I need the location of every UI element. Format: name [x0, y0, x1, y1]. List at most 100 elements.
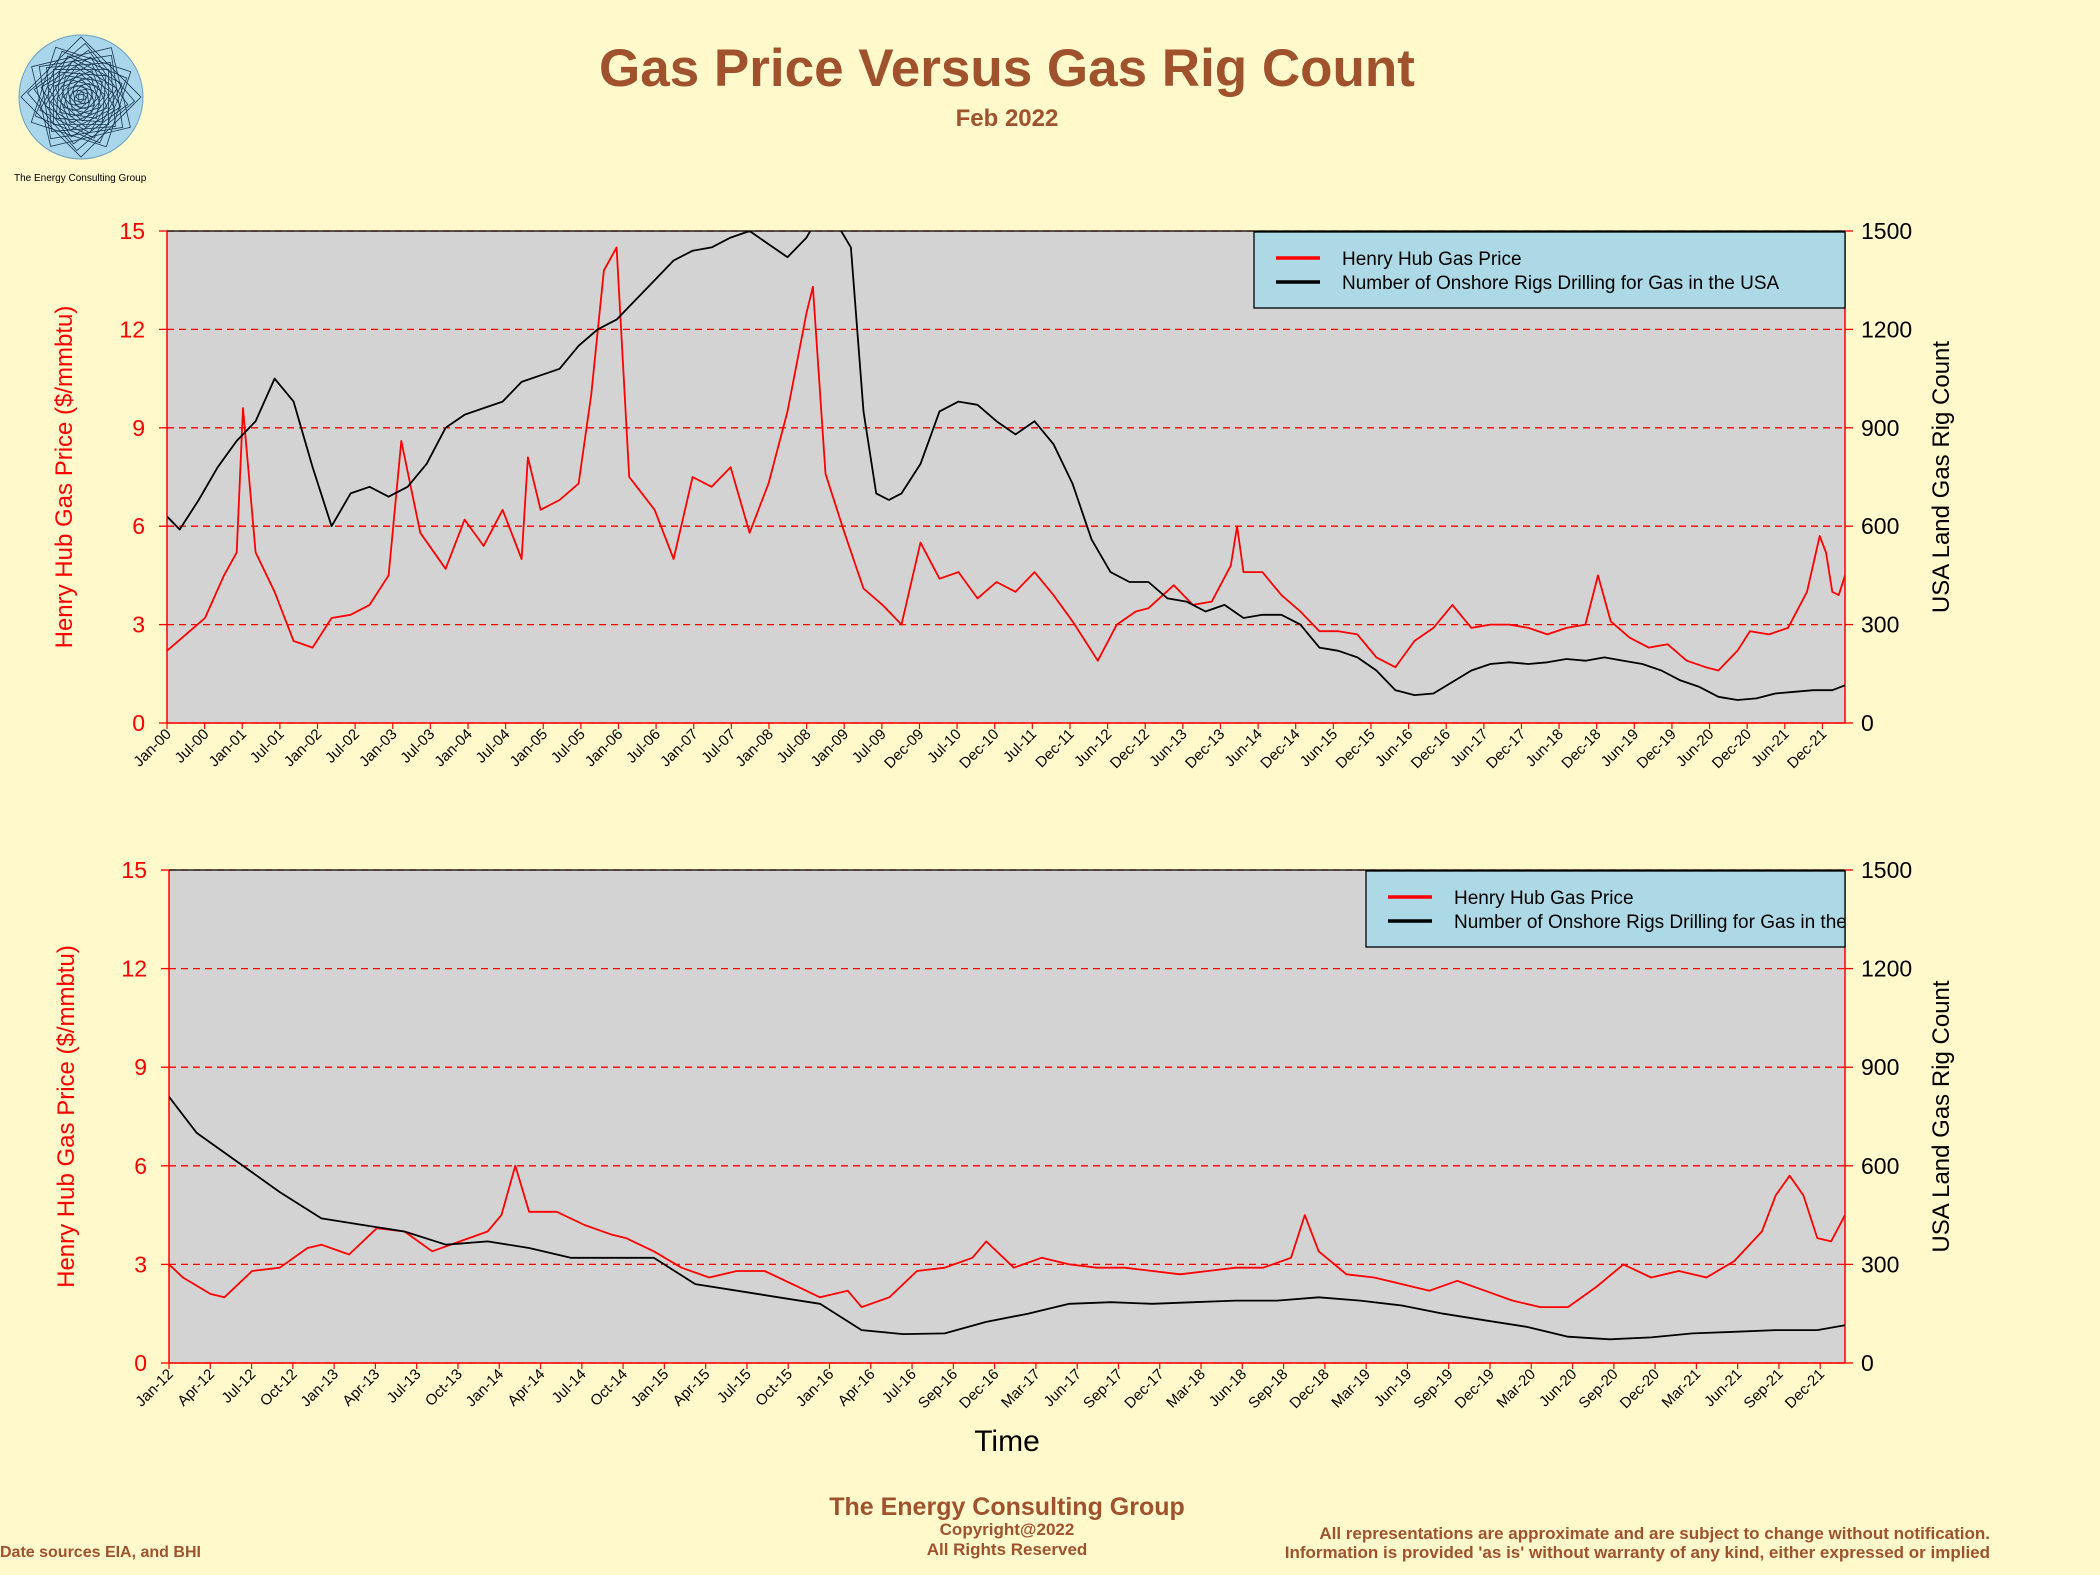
y-tick-label-left: 9 — [132, 415, 145, 441]
x-tick-label: Dec-21 — [1782, 1366, 1828, 1412]
footer-disclaimer-line-1: All representations are approximate and … — [1319, 1524, 1990, 1543]
legend: Henry Hub Gas Price Number of Onshore Rig… — [1253, 231, 1846, 309]
y-tick-label-right: 1500 — [1861, 220, 1912, 244]
chart-top: 0 3 6 9 12 15 0 300 600 900 1200 1500 Henry Hub Gas … — [51, 220, 1955, 772]
x-tick-label: Dec-09 — [881, 726, 927, 772]
footer-disclaimer-line-2: Information is provided 'as is' without … — [1284, 1543, 1990, 1562]
x-tick-label: Jul-06 — [623, 726, 664, 767]
x-tick-label: Jun-20 — [1673, 726, 1717, 770]
y-tick-label-right: 1500 — [1861, 860, 1912, 883]
legend: Henry Hub Gas Price Number of Onshore Rig… — [1365, 870, 1891, 948]
x-tick-label: Jun-12 — [1071, 726, 1115, 770]
x-tick-label: Jun-20 — [1536, 1366, 1580, 1410]
legend-label: Henry Hub Gas Price — [1342, 249, 1522, 270]
footer-rights-line: All Rights Reserved — [926, 1540, 1088, 1559]
x-tick-label: Sep-18 — [1245, 1366, 1291, 1412]
x-tick-label: Jul-14 — [549, 1366, 590, 1407]
x-tick-label: Jan-16 — [793, 1366, 837, 1410]
x-tick-label: Jan-06 — [582, 726, 626, 770]
x-tick-label: Apr-16 — [835, 1366, 879, 1410]
x-tick-label: Dec-11 — [1032, 726, 1077, 771]
x-tick-label: Dec-19 — [1452, 1366, 1498, 1412]
x-tick-label: Sep-20 — [1575, 1366, 1621, 1412]
x-tick-label: Dec-13 — [1182, 726, 1228, 772]
rig-count-line — [169, 1096, 1845, 1341]
x-tick-label: Sep-17 — [1080, 1366, 1126, 1412]
x-tick-label: Dec-20 — [1617, 1366, 1663, 1412]
x-tick-label: Mar-21 — [1659, 1366, 1705, 1412]
y-tick-label-left: 9 — [134, 1054, 147, 1080]
y-tick-label-right: 0 — [1861, 710, 1874, 736]
y-axis-title-right: USA Land Gas Rig Count — [1928, 341, 1955, 613]
x-tick-label: Dec-19 — [1634, 726, 1680, 772]
x-tick-label: Jan-02 — [281, 726, 325, 770]
x-tick-label: Dec-17 — [1121, 1366, 1167, 1412]
x-tick-label: Mar-19 — [1328, 1366, 1374, 1412]
x-tick-label: Sep-21 — [1741, 1366, 1787, 1412]
y-axis-title-left: Henry Hub Gas Price ($/mmbtu) — [53, 945, 80, 1288]
y-tick-label-left: 3 — [134, 1251, 147, 1277]
y-tick-label-left: 3 — [132, 612, 145, 638]
y-tick-label-left: 0 — [132, 710, 145, 736]
rig-count-line — [167, 231, 1845, 701]
plot-area — [169, 870, 1845, 1363]
x-axis-title: Time — [974, 1425, 1040, 1458]
x-tick-label: Dec-10 — [956, 726, 1002, 772]
x-tick-label: Jan-13 — [297, 1366, 341, 1410]
x-tick-label: Jan-09 — [808, 726, 852, 770]
y-tick-label-right: 1200 — [1861, 316, 1912, 342]
x-tick-label: Dec-20 — [1709, 726, 1755, 772]
x-tick-label: Jul-04 — [473, 726, 514, 767]
legend-label: Number of Onshore Rigs Drilling for Gas … — [1454, 912, 1891, 933]
x-tick-label: Dec-16 — [956, 1366, 1002, 1412]
x-tick-label: Dec-18 — [1286, 1366, 1332, 1412]
y-tick-label-right: 600 — [1861, 513, 1899, 539]
y-tick-label-right: 600 — [1861, 1153, 1899, 1179]
x-tick-label: Oct-12 — [257, 1366, 301, 1410]
x-tick-label: Dec-21 — [1784, 726, 1830, 772]
x-tick-label: Jul-03 — [397, 726, 438, 767]
x-tick-label: Jan-14 — [463, 1366, 507, 1410]
x-tick-label: Apr-12 — [174, 1366, 218, 1410]
y-tick-label-left: 0 — [134, 1350, 147, 1376]
x-tick-label: Jul-13 — [384, 1366, 425, 1407]
y-tick-label-right: 1200 — [1861, 956, 1912, 982]
x-tick-label: Jul-02 — [322, 726, 363, 767]
x-tick-label: Dec-12 — [1107, 726, 1153, 772]
x-tick-label: Jan-15 — [628, 1366, 672, 1410]
x-tick-label: Jan-03 — [356, 726, 400, 770]
x-tick-label: Jun-17 — [1041, 1366, 1085, 1410]
x-tick-label: Jun-21 — [1701, 1366, 1745, 1410]
x-tick-label: Jul-08 — [774, 726, 815, 767]
footer-organization: The Energy Consulting Group — [829, 1493, 1185, 1521]
x-tick-label: Jan-08 — [732, 726, 776, 770]
y-tick-label-right: 0 — [1861, 1350, 1874, 1376]
y-tick-label-left: 12 — [121, 956, 147, 982]
x-tick-label: Jun-19 — [1371, 1366, 1415, 1410]
y-axis-title-left: Henry Hub Gas Price ($/mmbtu) — [51, 306, 78, 649]
x-tick-label: Mar-17 — [998, 1366, 1044, 1412]
x-tick-label: Jul-12 — [218, 1366, 259, 1407]
y-tick-label-right: 300 — [1861, 1251, 1899, 1277]
x-tick-label: Mar-18 — [1163, 1366, 1209, 1412]
x-tick-label: Jul-16 — [879, 1366, 920, 1407]
x-tick-label: Jun-19 — [1598, 726, 1642, 770]
plot-area — [167, 231, 1845, 723]
gas-price-line — [167, 246, 1845, 672]
x-tick-label: Apr-13 — [339, 1366, 383, 1410]
x-tick-label: Jul-05 — [548, 726, 589, 767]
x-tick-label: Sep-16 — [915, 1366, 961, 1412]
y-tick-label-right: 300 — [1861, 612, 1899, 638]
x-tick-label: Dec-15 — [1333, 726, 1379, 772]
x-tick-label: Dec-16 — [1408, 726, 1454, 772]
y-axis-title-right: USA Land Gas Rig Count — [1928, 980, 1955, 1252]
x-tick-label: Jan-05 — [507, 726, 551, 770]
x-tick-label: Dec-18 — [1558, 726, 1604, 772]
y-tick-label-left: 15 — [121, 860, 147, 883]
chart-subtitle: Feb 2022 — [955, 105, 1059, 132]
x-tick-label: Jun-18 — [1522, 726, 1566, 770]
x-tick-label: Apr-15 — [670, 1366, 714, 1410]
legend-label: Number of Onshore Rigs Drilling for Gas … — [1342, 273, 1779, 294]
footer-copyright-line: Copyright@2022 — [939, 1520, 1075, 1539]
